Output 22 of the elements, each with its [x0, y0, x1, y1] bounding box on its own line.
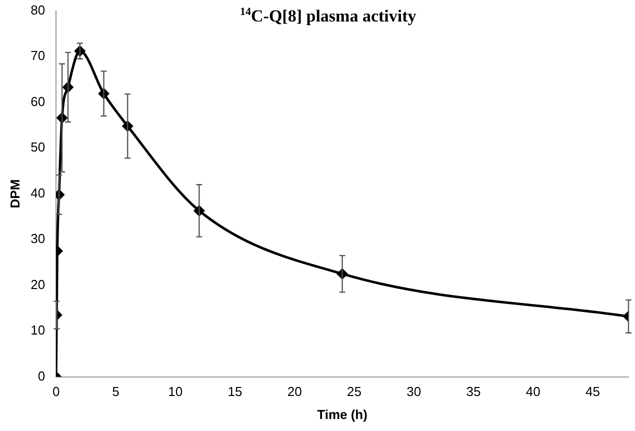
y-tick-label: 80: [30, 2, 46, 18]
x-axis-title: Time (h): [317, 406, 368, 422]
x-tick-label: 0: [52, 384, 60, 400]
x-tick-label: 20: [287, 384, 302, 400]
x-tick-label: 15: [228, 384, 242, 400]
y-tick-label: 30: [30, 231, 46, 246]
y-axis-title: DPM: [7, 179, 22, 208]
x-tick-label: 35: [466, 384, 481, 400]
x-tick-label: 30: [406, 384, 422, 400]
x-tick-label: 40: [526, 384, 540, 400]
y-tick-label: 0: [38, 368, 46, 384]
y-tick-label: 20: [30, 276, 46, 292]
chart-title: $^{14}$C-Q[8] plasma activity: [240, 6, 416, 27]
x-tick-label: 25: [346, 384, 362, 400]
x-tick-label: 45: [585, 384, 600, 400]
x-tick-label: 5: [112, 384, 120, 400]
y-tick-label: 70: [30, 48, 46, 64]
x-tick-label: 10: [168, 384, 183, 400]
y-tick-label: 60: [30, 94, 46, 109]
y-tick-label: 50: [30, 140, 46, 155]
y-tick-label: 40: [30, 185, 46, 200]
y-tick-label: 10: [30, 322, 46, 338]
